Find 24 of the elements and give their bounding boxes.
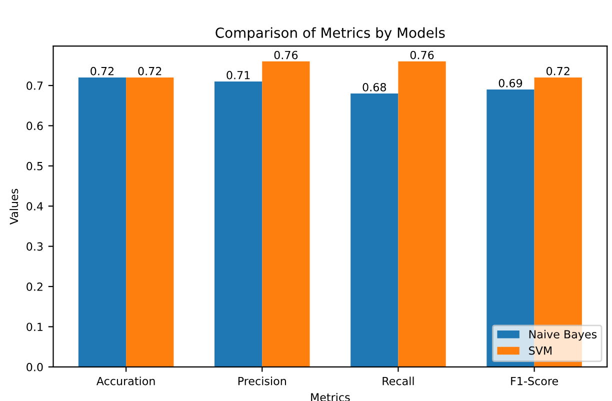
y-tick-label: 0.3 <box>26 242 43 251</box>
y-tick-label: 0.0 <box>26 362 43 372</box>
y-axis-title: Values <box>10 188 18 225</box>
legend-label: Naive Bayes <box>529 330 597 341</box>
y-tick-label: 0.2 <box>26 282 42 291</box>
legend-label: SVM <box>529 346 552 355</box>
data-label: 0.68 <box>362 82 386 92</box>
y-tick-label: 0.1 <box>26 322 42 332</box>
data-label: 0.69 <box>498 78 522 88</box>
y-tick-label: 0.4 <box>26 202 43 210</box>
x-tick-label: Precision <box>238 376 286 386</box>
y-tick-label: 0.5 <box>26 162 43 170</box>
data-label: 0.72 <box>138 66 162 76</box>
data-label: 0.72 <box>90 66 114 76</box>
data-label: 0.76 <box>274 50 298 60</box>
x-tick-label: F1-Score <box>511 376 558 386</box>
x-tick-label: Recall <box>382 376 414 386</box>
y-tick-label: 0.6 <box>26 122 43 130</box>
y-tick-label: 0.7 <box>26 81 43 90</box>
x-tick-label: Accuration <box>96 376 155 386</box>
data-label: 0.76 <box>410 50 434 60</box>
data-label: 0.71 <box>226 70 250 80</box>
chart-title: Comparison of Metrics by Models <box>216 27 445 41</box>
data-label: 0.72 <box>546 66 570 76</box>
